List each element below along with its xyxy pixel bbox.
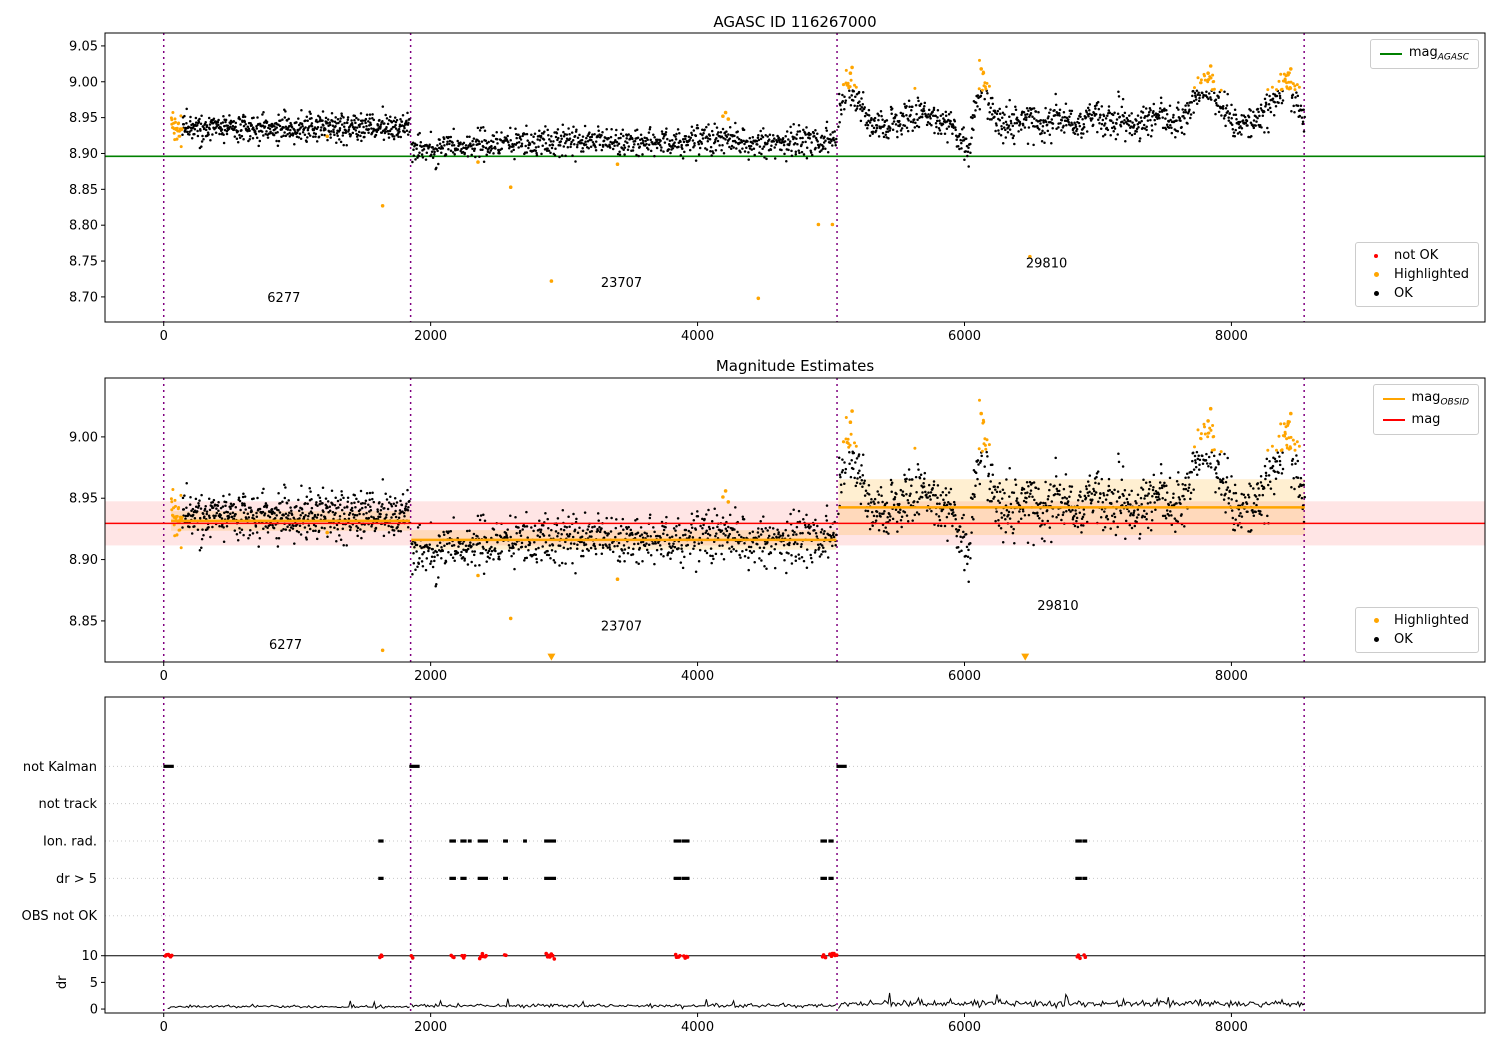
obsid-annotation: 29810 <box>1026 256 1067 271</box>
legend-marker <box>1379 52 1402 55</box>
svg-text:2000: 2000 <box>414 329 447 344</box>
flag-row-labels: not Kalman not track Ion. rad. dr > 5 OBS no… <box>22 760 98 924</box>
orange-dot-swatch <box>1373 618 1379 623</box>
flag-row-label: not Kalman <box>23 760 97 775</box>
flag-row-label: dr > 5 <box>56 872 97 887</box>
legend-marker <box>1365 637 1387 642</box>
black-dot-swatch <box>1373 291 1379 296</box>
red-line-swatch <box>1382 419 1405 422</box>
svg-text:8.80: 8.80 <box>69 219 98 234</box>
svg-text:9.05: 9.05 <box>69 39 98 54</box>
legend-marker <box>1365 618 1387 623</box>
legend-marker <box>1365 272 1387 277</box>
legend-label: magAGASC <box>1408 45 1469 63</box>
dr-trace <box>167 992 1305 1010</box>
middle-chart-line-legend: magOBSID mag <box>1372 384 1479 436</box>
y-axis-ticks: 8.858.908.959.00 <box>69 430 105 629</box>
obsid-annotation: 23707 <box>601 620 642 635</box>
top-chart-point-legend: not OK Highlighted OK <box>1355 242 1479 307</box>
obsid-boundary-vlines <box>162 33 1305 322</box>
clipped-point-markers <box>547 653 1030 661</box>
obsid-annotation: 6277 <box>269 638 302 653</box>
svg-text:8000: 8000 <box>1215 329 1248 344</box>
svg-text:4000: 4000 <box>681 329 714 344</box>
svg-text:8.85: 8.85 <box>69 183 98 198</box>
y-axis-ticks: 8.70 8.75 8.80 8.85 8.90 8.95 9.00 9.05 <box>69 39 105 305</box>
svg-text:8.95: 8.95 <box>69 111 98 126</box>
legend-label: magOBSID <box>1411 390 1469 408</box>
orange-line-swatch <box>1382 397 1405 400</box>
legend-label: mag <box>1411 411 1441 427</box>
legend-marker <box>1382 397 1405 400</box>
flag-gridlines <box>105 765 1485 917</box>
obsid-mag-lines <box>171 506 1305 542</box>
legend-item-not-ok: not OK <box>1365 248 1469 263</box>
middle-chart: 6277 23707 29810 0 2000 4000 6000 8000 8.858.908… <box>69 377 1486 684</box>
obsid-annotations: 6277 23707 29810 <box>267 256 1067 305</box>
obsid-annotations: 6277 23707 29810 <box>269 599 1079 653</box>
axes-frame <box>104 32 1486 323</box>
red-dot-swatch <box>1374 253 1379 258</box>
dr-clipped-red-points <box>163 951 1088 961</box>
legend-item-mag-agasc: magAGASC <box>1379 45 1469 63</box>
svg-text:8.75: 8.75 <box>69 255 98 270</box>
x-axis-ticks: 0 2000 4000 6000 8000 <box>160 662 1248 684</box>
axes-frame <box>104 696 1486 1014</box>
flag-row-label: not track <box>38 797 97 812</box>
legend-item-highlighted: Highlighted <box>1365 267 1469 282</box>
highlighted-outliers <box>325 64 1293 301</box>
legend-label: OK <box>1394 286 1413 301</box>
green-line-swatch <box>1379 52 1402 55</box>
svg-text:9.00: 9.00 <box>69 75 98 90</box>
svg-text:0: 0 <box>160 329 168 344</box>
legend-item-ok: OK <box>1365 632 1469 647</box>
legend-item-mag-obsid: magOBSID <box>1382 390 1469 408</box>
dr-axis-label: dr <box>55 975 70 989</box>
legend-item-ok: OK <box>1365 286 1469 301</box>
black-dot-swatch <box>1373 637 1379 642</box>
svg-text:8.90: 8.90 <box>69 147 98 162</box>
svg-text:6000: 6000 <box>948 329 981 344</box>
legend-marker <box>1365 291 1387 296</box>
plot-content <box>105 378 1485 662</box>
legend-label: Highlighted <box>1394 267 1469 282</box>
legend-label: Highlighted <box>1394 613 1469 628</box>
middle-chart-point-legend: Highlighted OK <box>1355 607 1479 653</box>
flag-marks <box>163 764 1088 880</box>
axes-frame <box>104 377 1486 663</box>
plot-content <box>105 33 1485 322</box>
legend-item-highlighted: Highlighted <box>1365 613 1469 628</box>
top-chart-line-legend: magAGASC <box>1369 39 1479 69</box>
flag-row-label: OBS not OK <box>22 909 98 924</box>
highlighted-outliers <box>325 406 1293 653</box>
x-axis-ticks: 0 2000 4000 6000 8000 <box>160 322 1248 344</box>
top-chart-title: AGASC ID 116267000 <box>713 13 877 31</box>
legend-item-mag: mag <box>1382 411 1469 430</box>
legend-marker <box>1365 253 1387 258</box>
flag-row-label: Ion. rad. <box>43 835 97 850</box>
svg-text:8.70: 8.70 <box>69 290 98 305</box>
bottom-chart: not Kalman not track Ion. rad. dr > 5 OBS no… <box>22 696 1486 1035</box>
ok-points <box>181 89 1306 171</box>
obsid-annotation: 29810 <box>1037 599 1078 614</box>
obsid-boundary-vlines <box>162 697 1305 1013</box>
x-axis-ticks: 0 2000 4000 6000 8000 <box>160 1013 1248 1035</box>
orange-dot-swatch <box>1373 272 1379 277</box>
middle-chart-title: Magnitude Estimates <box>715 357 875 375</box>
obsid-annotation: 6277 <box>267 291 300 306</box>
highlighted-points <box>169 398 1301 550</box>
legend-marker <box>1382 419 1405 422</box>
legend-label: OK <box>1394 632 1413 647</box>
obsid-annotation: 23707 <box>601 276 642 291</box>
legend-label: not OK <box>1394 248 1439 263</box>
